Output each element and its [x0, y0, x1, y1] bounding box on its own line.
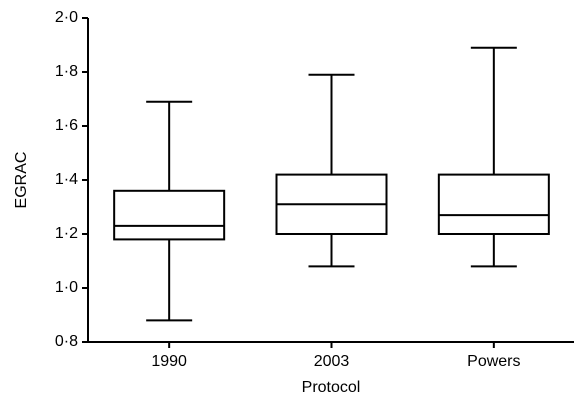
x-tick-label: Powers	[467, 353, 520, 370]
x-tick-label: 1990	[151, 353, 187, 370]
y-tick-label: 1·6	[55, 117, 78, 134]
x-tick-label: 2003	[314, 353, 350, 370]
y-tick-label: 1·0	[55, 279, 78, 296]
y-tick-label: 0·8	[55, 333, 78, 350]
y-tick-label: 1·4	[55, 171, 78, 188]
y-tick-label: 1·8	[55, 63, 78, 80]
y-axis-label: EGRAC	[13, 152, 30, 209]
box	[437, 173, 550, 236]
x-axis-label: Protocol	[302, 379, 361, 396]
y-tick-label: 2·0	[55, 9, 78, 26]
box	[113, 189, 226, 241]
y-tick-label: 1·2	[55, 225, 78, 242]
